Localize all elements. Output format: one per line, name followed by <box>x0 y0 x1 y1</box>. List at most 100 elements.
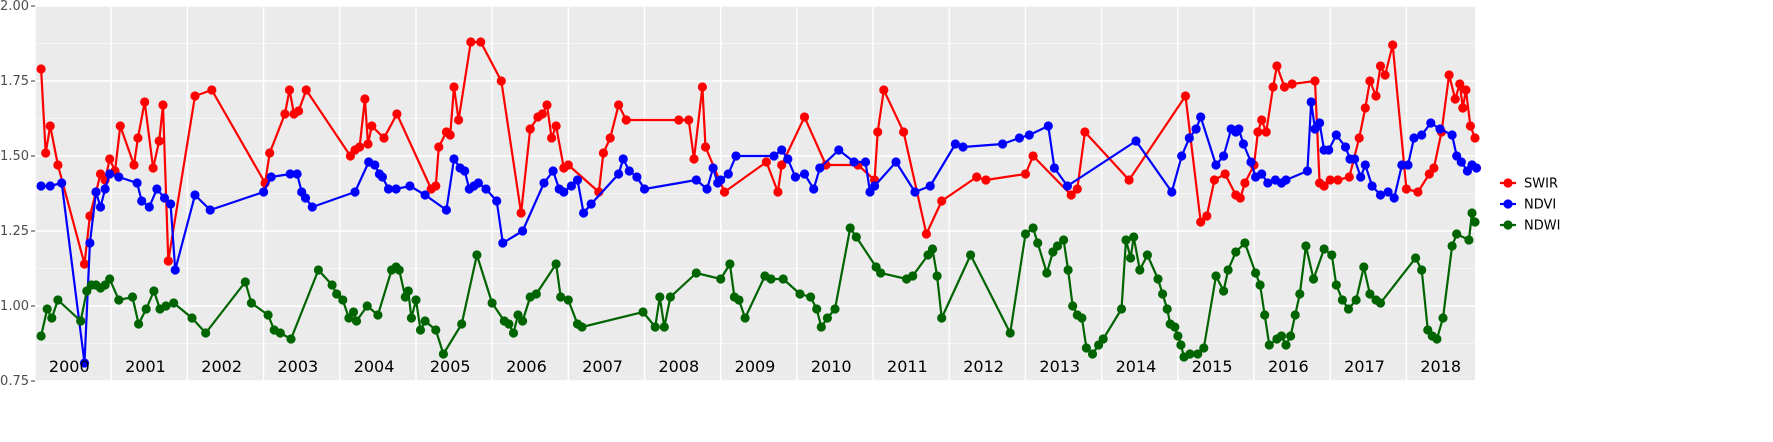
data-point-ndvi <box>79 358 90 368</box>
data-point-swir <box>799 112 810 122</box>
series-ndvi <box>36 97 1482 368</box>
data-point-ndwi <box>394 265 404 275</box>
data-point-swir <box>1240 178 1250 188</box>
year-label: 2009 <box>735 357 776 376</box>
data-point-ndwi <box>795 289 805 299</box>
data-point-ndvi <box>266 172 276 182</box>
data-point-ndwi <box>246 298 256 308</box>
data-point-swir <box>36 64 46 74</box>
legend-item-ndwi: NDWI <box>1500 219 1560 234</box>
data-point-ndvi <box>1263 178 1273 188</box>
data-point-ndwi <box>551 259 561 269</box>
data-point-ndvi <box>579 208 589 218</box>
data-point-ndvi <box>1184 133 1194 143</box>
data-point-ndvi <box>1191 124 1201 134</box>
data-point-swir <box>466 37 476 47</box>
data-point-ndwi <box>1005 328 1015 338</box>
data-point-ndvi <box>292 169 302 179</box>
data-point-swir <box>1360 103 1370 113</box>
data-point-ndwi <box>655 292 665 302</box>
data-point-ndwi <box>1337 295 1347 305</box>
data-point-ndvi <box>498 238 508 248</box>
data-point-ndwi <box>127 292 138 302</box>
data-point-ndvi <box>45 181 55 191</box>
data-point-swir <box>598 148 609 158</box>
data-point-ndvi <box>91 187 101 197</box>
data-point-ndvi <box>166 199 176 209</box>
data-point-ndvi <box>708 163 718 173</box>
data-point-swir <box>355 142 365 152</box>
data-point-swir <box>41 148 51 158</box>
data-point-ndwi <box>1135 265 1145 275</box>
data-point-ndvi <box>300 193 311 203</box>
data-point-ndwi <box>76 316 86 326</box>
data-point-ndwi <box>1173 331 1183 341</box>
data-point-ndvi <box>586 199 596 209</box>
data-point-ndwi <box>908 271 918 281</box>
data-point-swir <box>1371 91 1381 101</box>
data-point-ndwi <box>816 322 826 332</box>
data-point-swir <box>1287 79 1297 89</box>
data-point-ndvi <box>57 178 67 188</box>
data-point-swir <box>614 100 624 110</box>
data-point-ndvi <box>1302 166 1312 176</box>
data-point-swir <box>773 187 783 197</box>
data-point-swir <box>525 124 535 134</box>
data-point-ndvi <box>691 175 701 185</box>
data-point-ndwi <box>1464 235 1474 245</box>
data-point-ndwi <box>472 250 482 260</box>
data-point-ndvi <box>849 157 859 167</box>
data-point-ndvi <box>1177 151 1187 161</box>
data-point-ndvi <box>950 139 961 149</box>
data-point-ndwi <box>1087 349 1098 359</box>
data-point-swir <box>1180 91 1191 101</box>
data-point-ndvi <box>1403 160 1413 170</box>
legend-label: NDVI <box>1524 198 1556 213</box>
data-point-ndwi <box>1231 247 1241 257</box>
data-point-ndwi <box>105 274 115 284</box>
data-point-swir <box>873 127 883 137</box>
data-point-ndwi <box>1432 334 1442 344</box>
data-point-ndvi <box>559 187 569 197</box>
data-point-swir <box>53 160 63 170</box>
data-point-swir <box>1235 193 1245 203</box>
year-label: 2001 <box>125 357 166 376</box>
data-point-ndwi <box>313 265 323 275</box>
y-tick-label: 2.00 <box>0 0 29 14</box>
data-point-ndwi <box>201 328 211 338</box>
data-point-ndwi <box>169 298 179 308</box>
data-point-ndvi <box>614 169 624 179</box>
data-point-ndwi <box>1240 238 1250 248</box>
data-point-swir <box>684 115 694 125</box>
legend: SWIR NDVI NDWI <box>1500 177 1560 234</box>
data-point-ndvi <box>1456 157 1466 167</box>
data-point-ndwi <box>263 310 273 320</box>
data-point-ndwi <box>1219 286 1229 296</box>
data-point-swir <box>542 100 552 110</box>
year-label: 2011 <box>887 357 928 376</box>
data-point-swir <box>154 136 164 146</box>
data-point-swir <box>1455 79 1465 89</box>
y-tick-label: 1.25 <box>0 224 29 239</box>
series-ndwi <box>36 208 1480 362</box>
data-point-ndvi <box>132 178 142 188</box>
data-point-ndvi <box>1167 187 1177 197</box>
data-point-swir <box>163 256 173 266</box>
data-point-swir <box>1272 61 1282 71</box>
data-point-swir <box>1450 94 1460 104</box>
data-point-swir <box>621 115 631 125</box>
data-point-ndwi <box>1301 241 1311 251</box>
data-point-ndwi <box>1162 304 1172 314</box>
data-point-ndvi <box>925 181 935 191</box>
data-point-ndvi <box>85 238 95 248</box>
data-point-ndwi <box>1331 280 1341 290</box>
data-point-ndvi <box>891 157 901 167</box>
data-point-swir <box>1310 76 1320 86</box>
series-layer <box>36 37 1482 368</box>
data-point-swir <box>605 133 615 143</box>
data-point-ndwi <box>1081 343 1091 353</box>
year-label: 2006 <box>506 357 547 376</box>
data-point-ndvi <box>860 157 871 167</box>
data-point-ndwi <box>187 313 197 323</box>
data-point-ndvi <box>259 187 269 197</box>
